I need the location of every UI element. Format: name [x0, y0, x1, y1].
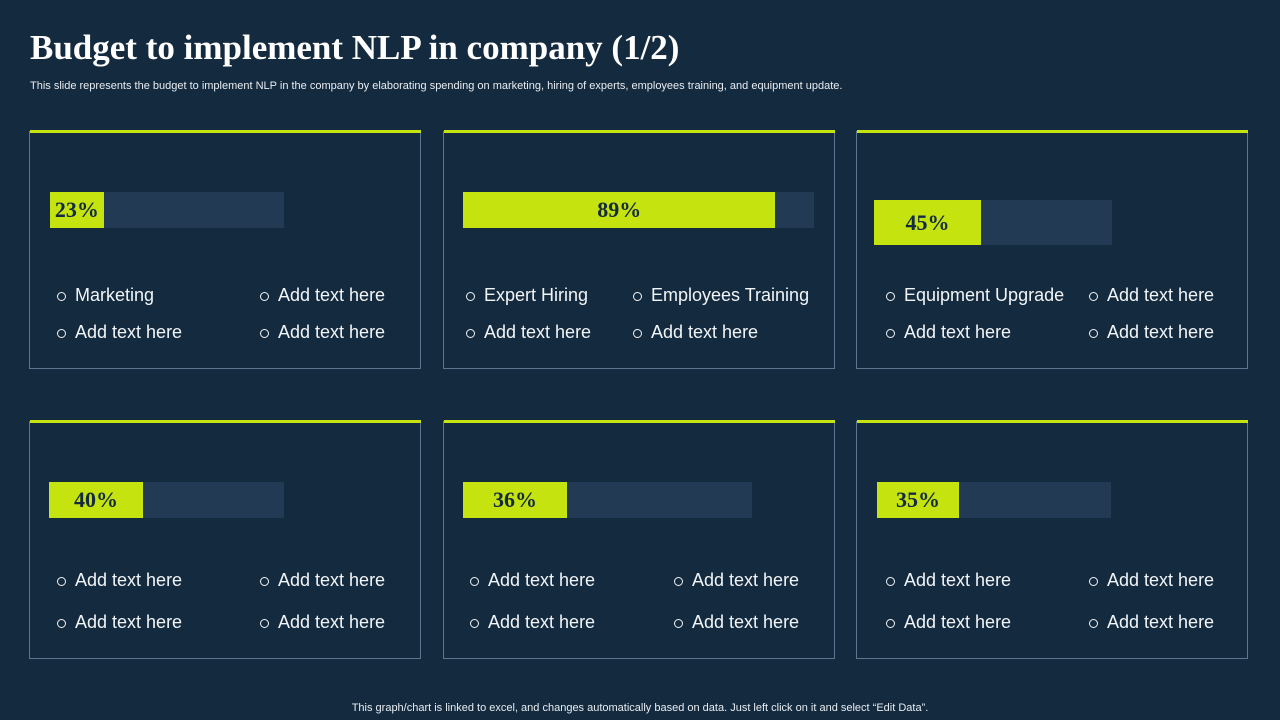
bar-label-1: 23%: [54, 197, 99, 222]
bullet-icon: [470, 577, 479, 586]
list-item: Add text here: [466, 322, 591, 343]
bullet-icon: [886, 292, 895, 301]
list-item: Add text here: [57, 612, 182, 633]
bullet-icon: [633, 292, 642, 301]
bullet-icon: [466, 329, 475, 338]
list-item: Add text here: [1089, 285, 1214, 306]
list-item: Add text here: [470, 570, 595, 591]
bar-track: 35%: [877, 482, 1111, 518]
bullet-icon: [260, 292, 269, 301]
card-accent-line: [30, 130, 421, 133]
card-accent-line: [444, 130, 835, 133]
bullet-icon: [674, 619, 683, 628]
budget-card-4: 40% Add text here Add text here Add text…: [29, 420, 421, 659]
list-item: Add text here: [1089, 322, 1214, 343]
list-item: Add text here: [470, 612, 595, 633]
bullet-icon: [1089, 619, 1098, 628]
list-item: Add text here: [633, 322, 758, 343]
budget-card-5: 36% Add text here Add text here Add text…: [443, 420, 835, 659]
budget-card-3: 45% Equipment Upgrade Add text here Add …: [856, 130, 1248, 369]
bar-fill-6: 35%: [877, 482, 959, 518]
bar-label-5: 36%: [493, 487, 538, 512]
bar-fill-4: 40%: [49, 482, 143, 518]
list-item: Add text here: [674, 612, 799, 633]
list-item: Equipment Upgrade: [886, 285, 1064, 306]
bar-label-6: 35%: [895, 487, 940, 512]
list-item: Add text here: [886, 322, 1011, 343]
list-item: Add text here: [260, 570, 385, 591]
list-item: Add text here: [260, 322, 385, 343]
list-item: Add text here: [1089, 570, 1214, 591]
budget-card-6: 35% Add text here Add text here Add text…: [856, 420, 1248, 659]
bullet-icon: [674, 577, 683, 586]
list-item: Marketing: [57, 285, 154, 306]
card-accent-line: [30, 420, 421, 423]
bar-track: 89%: [463, 192, 814, 228]
bullet-icon: [260, 329, 269, 338]
bar-fill-1: 23%: [50, 192, 104, 228]
budget-card-2: 89% Expert Hiring Employees Training Add…: [443, 130, 835, 369]
bullet-icon: [1089, 329, 1098, 338]
budget-card-1: 23% Marketing Add text here Add text her…: [29, 130, 421, 369]
bullet-icon: [886, 329, 895, 338]
list-item: Add text here: [886, 612, 1011, 633]
page-title: Budget to implement NLP in company (1/2): [30, 28, 680, 67]
card-accent-line: [857, 420, 1248, 423]
bullet-icon: [1089, 292, 1098, 301]
bullet-icon: [57, 329, 66, 338]
bullet-icon: [1089, 577, 1098, 586]
card-accent-line: [857, 130, 1248, 133]
bar-track: 45%: [874, 200, 1112, 245]
bullet-icon: [886, 577, 895, 586]
list-item: Add text here: [57, 570, 182, 591]
list-item: Expert Hiring: [466, 285, 588, 306]
bullet-icon: [260, 619, 269, 628]
list-item: Add text here: [674, 570, 799, 591]
bullet-icon: [633, 329, 642, 338]
bullet-icon: [260, 577, 269, 586]
list-item: Add text here: [260, 612, 385, 633]
list-item: Add text here: [886, 570, 1011, 591]
bullet-icon: [57, 292, 66, 301]
bar-track: 40%: [49, 482, 284, 518]
card-accent-line: [444, 420, 835, 423]
bullet-icon: [886, 619, 895, 628]
bar-track: 36%: [463, 482, 752, 518]
bar-fill-5: 36%: [463, 482, 568, 518]
list-item: Add text here: [260, 285, 385, 306]
bar-label-4: 40%: [74, 487, 118, 512]
bullet-icon: [57, 619, 66, 628]
bar-fill-2: 89%: [463, 192, 776, 228]
list-item: Add text here: [1089, 612, 1214, 633]
bullet-icon: [57, 577, 66, 586]
bar-label-3: 45%: [905, 209, 950, 235]
page-subtitle: This slide represents the budget to impl…: [30, 80, 843, 92]
bullet-icon: [470, 619, 479, 628]
list-item: Add text here: [57, 322, 182, 343]
list-item: Employees Training: [633, 285, 809, 306]
bar-fill-3: 45%: [874, 200, 982, 245]
bar-label-2: 89%: [597, 197, 642, 222]
bar-track: 23%: [50, 192, 284, 228]
footer-note: This graph/chart is linked to excel, and…: [351, 702, 929, 714]
bullet-icon: [466, 292, 475, 301]
